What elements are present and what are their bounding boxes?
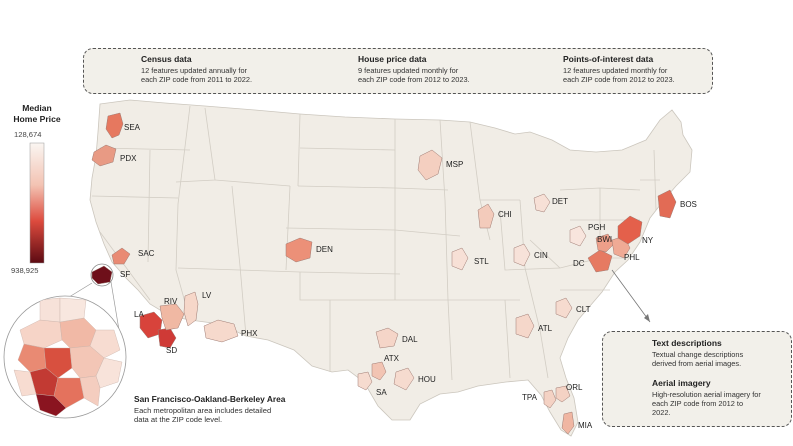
- state-borders: [91, 105, 660, 381]
- city-label: PHL: [624, 253, 640, 262]
- city-label: SD: [166, 346, 177, 355]
- metro-region-BOS: [657, 189, 677, 219]
- inset-sf-map: [3, 295, 127, 419]
- metro-region-DET: [533, 193, 551, 213]
- legend-max-label: 128,674: [14, 130, 42, 139]
- city-label: CIN: [534, 251, 548, 260]
- census-desc-2: each ZIP code from 2011 to 2022.: [141, 75, 253, 84]
- metro-region-SEA: [105, 112, 124, 139]
- legend-title-line2: Home Price: [13, 114, 61, 124]
- metro-region-SAC: [111, 247, 131, 265]
- data-sources-panel: [83, 48, 713, 94]
- city-label: CHI: [498, 210, 512, 219]
- metro-region-DC: [587, 249, 613, 273]
- city-label: MIA: [578, 421, 593, 430]
- legend-title-line1: Median: [22, 103, 52, 113]
- metro-region-SF: [91, 265, 113, 285]
- text-desc-1: Textual change descriptions: [652, 350, 744, 359]
- legend-colorbar: [29, 142, 45, 264]
- inset-title: San Francisco-Oakland-Berkeley Area: [134, 394, 286, 404]
- census-desc-1: 12 features updated annually for: [141, 66, 248, 75]
- city-label: HOU: [418, 375, 436, 384]
- house-price-desc-2: each ZIP code from 2012 to 2023.: [358, 75, 470, 84]
- house-price-title: House price data: [358, 54, 427, 64]
- metro-region-PGH: [569, 225, 587, 247]
- metro-region-STL: [451, 247, 469, 271]
- city-label: ORL: [566, 383, 583, 392]
- aerial-desc-3: 2022.: [652, 408, 671, 417]
- city-label: DEN: [316, 245, 333, 254]
- city-label: CLT: [576, 305, 591, 314]
- city-label: DC: [573, 259, 585, 268]
- metro-region-TPA: [543, 389, 557, 409]
- city-label: LA: [134, 310, 144, 319]
- city-label: STL: [474, 257, 489, 266]
- inset-desc-2: data at the ZIP code level.: [134, 415, 223, 424]
- metro-region-SA: [357, 371, 373, 391]
- city-labels: SEA PDX SAC SF LA SD RIV LV PHX DEN MSP …: [120, 123, 697, 430]
- city-label: BWI: [597, 235, 612, 244]
- house-price-desc-1: 9 features updated monthly for: [358, 66, 459, 75]
- text-desc-2: derived from aerial images.: [652, 359, 742, 368]
- metro-region-ATL: [515, 313, 535, 339]
- metro-region-MSP: [417, 149, 443, 181]
- metro-region-CHI: [477, 203, 495, 229]
- legend-min-label: 938,925: [11, 266, 39, 275]
- city-label: ATX: [384, 354, 400, 363]
- metro-region-PDX: [91, 144, 117, 167]
- metro-region-HOU: [393, 367, 415, 391]
- city-label: NY: [642, 236, 654, 245]
- metro-region-NY: [617, 215, 643, 245]
- zoom-marker: [90, 263, 114, 287]
- city-label: SAC: [138, 249, 155, 258]
- city-label: RIV: [164, 297, 178, 306]
- metro-region-SD: [157, 327, 177, 349]
- metro-region-PHX: [203, 319, 239, 343]
- city-label: PDX: [120, 154, 137, 163]
- city-label: DAL: [402, 335, 418, 344]
- metro-region-MIA: [561, 411, 575, 435]
- metro-region-LV: [183, 291, 199, 327]
- metro-region-ATX: [371, 361, 387, 381]
- legend-title: Median Home Price: [6, 103, 68, 125]
- metro-region-RIV: [159, 303, 185, 331]
- city-label: SA: [376, 388, 387, 397]
- metro-region-BWI: [595, 233, 615, 253]
- poi-desc-1: 12 features updated monthly for: [563, 66, 668, 75]
- aerial-title: Aerial imagery: [652, 378, 711, 388]
- city-label: ATL: [538, 324, 553, 333]
- inset-desc-1: Each metropolitan area includes detailed: [134, 406, 272, 415]
- metro-regions: [91, 112, 677, 435]
- city-label: SF: [120, 270, 130, 279]
- census-title: Census data: [141, 54, 192, 64]
- metro-region-DAL: [375, 327, 399, 349]
- extra-sources-panel: [602, 331, 792, 427]
- city-label: PHX: [241, 329, 258, 338]
- metro-region-CIN: [513, 243, 531, 267]
- arrow-connector: [611, 269, 651, 323]
- poi-title: Points-of-interest data: [563, 54, 654, 64]
- city-label: DET: [552, 197, 568, 206]
- text-desc-title: Text descriptions: [652, 338, 722, 348]
- city-label: PGH: [588, 223, 606, 232]
- city-label: LV: [202, 291, 212, 300]
- city-label: BOS: [680, 200, 697, 209]
- metro-region-CLT: [555, 297, 573, 319]
- city-label: MSP: [446, 160, 463, 169]
- city-label: TPA: [522, 393, 538, 402]
- poi-desc-2: each ZIP code from 2012 to 2023.: [563, 75, 675, 84]
- aerial-desc-1: High-resolution aerial imagery for: [652, 390, 761, 399]
- metro-region-DEN: [285, 237, 313, 263]
- metro-region-ORL: [555, 385, 571, 403]
- arrow-head: [644, 314, 650, 322]
- aerial-desc-2: each ZIP code from 2012 to: [652, 399, 744, 408]
- city-label: SEA: [124, 123, 141, 132]
